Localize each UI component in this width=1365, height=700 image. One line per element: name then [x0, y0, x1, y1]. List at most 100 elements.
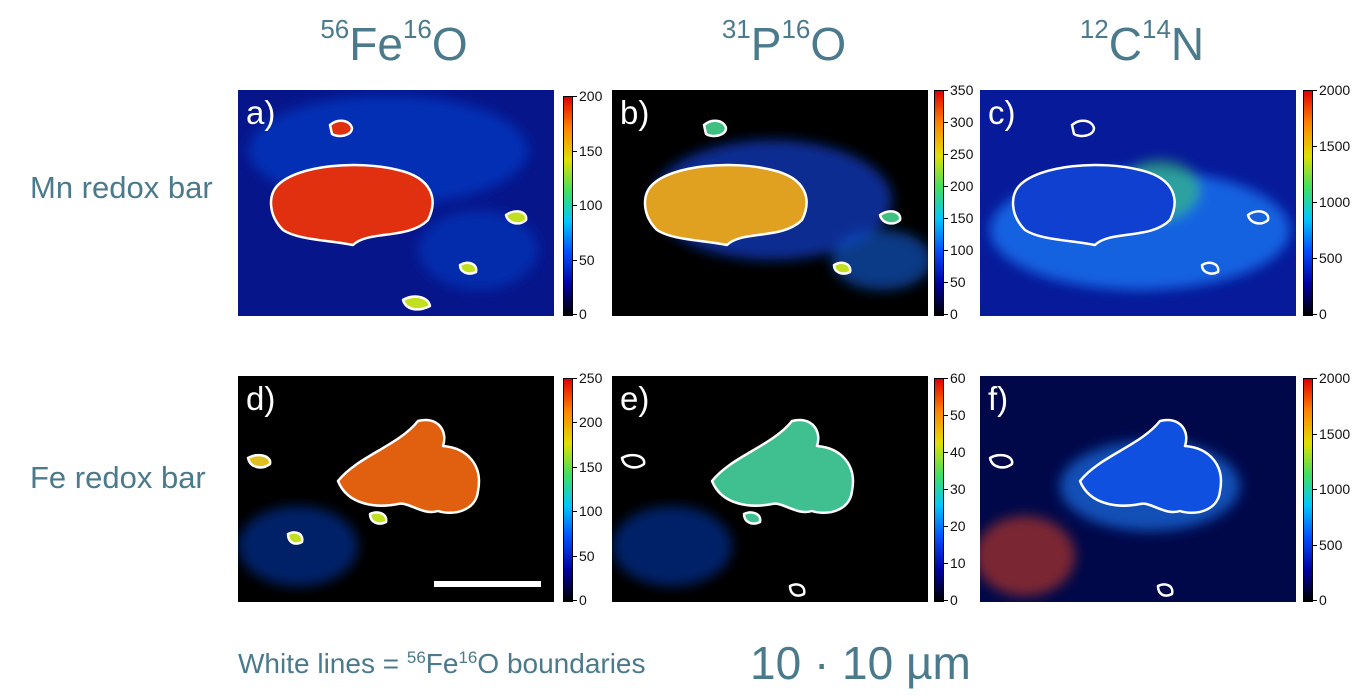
colorbar-tick-label: 100	[579, 197, 603, 213]
colorbar-tick-mark	[573, 150, 577, 152]
map-image-e	[612, 376, 928, 602]
colorbar-tick-mark	[944, 122, 948, 123]
colorbar-tick-mark	[573, 314, 577, 315]
colorbar-tick-label: 0	[950, 306, 958, 322]
colorbar-tick-mark	[1313, 433, 1317, 435]
panel-f: f)	[980, 376, 1296, 602]
colorbar-tick-label: 500	[1319, 536, 1343, 553]
colorbar-f	[1303, 378, 1313, 602]
colorbar-tick-mark	[573, 96, 577, 97]
colorbar-tick-mark	[944, 314, 948, 315]
colorbar-tick-label: 50	[950, 407, 966, 423]
colorbar-tick-mark	[944, 600, 948, 601]
colorbar-tick-label: 50	[950, 274, 966, 290]
panel-label-b: b)	[620, 94, 650, 131]
colorbar-tick-label: 10	[950, 555, 966, 571]
colorbar-tick-mark	[1313, 489, 1317, 490]
colorbar-tick-mark	[573, 600, 577, 601]
map-image-d	[238, 376, 554, 602]
colorbar-tick-mark	[944, 489, 948, 490]
row-label-fe: Fe redox bar	[30, 460, 206, 495]
map-image-c	[980, 90, 1296, 316]
colorbar-tick-label: 0	[1319, 306, 1327, 322]
colorbar-tick-label: 150	[950, 210, 974, 226]
colorbar-tick-label: 150	[579, 458, 603, 475]
colorbar-tick-mark	[573, 466, 577, 468]
colorbar-tick-mark	[573, 205, 577, 206]
colorbar-tick-mark	[1313, 146, 1317, 147]
colorbar-tick-label: 0	[1319, 592, 1327, 608]
colorbar-b	[934, 90, 944, 316]
scale-label: 10 · 10 µm	[750, 637, 971, 689]
colorbar-tick-label: 0	[950, 592, 958, 608]
column-title-po: 31P16O	[721, 14, 847, 70]
panel-b: b)	[612, 90, 928, 316]
colorbar-tick-label: 2000	[1319, 82, 1351, 98]
panel-label-d: d)	[246, 380, 276, 417]
panel-label-e: e)	[620, 380, 650, 417]
colorbar-tick-label: 30	[950, 481, 966, 497]
colorbar-tick-mark	[573, 555, 577, 557]
scale-bar	[434, 581, 541, 587]
colorbar-tick-label: 50	[579, 547, 595, 564]
colorbar-tick-label: 1500	[1319, 138, 1351, 154]
panel-label-a: a)	[246, 94, 276, 131]
column-title-feo: 56Fe16O	[320, 14, 468, 70]
colorbar-tick-label: 250	[950, 146, 974, 162]
colorbar-tick-label: 0	[579, 306, 587, 322]
colorbar-tick-mark	[944, 90, 948, 91]
column-title-cn: 12C14N	[1079, 14, 1205, 70]
colorbar-tick-mark	[573, 422, 577, 424]
colorbar-tick-label: 200	[579, 414, 603, 431]
colorbar-tick-mark	[1313, 90, 1317, 91]
map-image-a	[238, 90, 554, 316]
colorbar-tick-label: 150	[579, 142, 603, 159]
colorbar-tick-label: 200	[950, 178, 974, 194]
colorbar-tick-label: 100	[950, 242, 974, 258]
colorbar-tick-label: 2000	[1319, 370, 1351, 386]
row-label-mn: Mn redox bar	[30, 170, 213, 205]
colorbar-a	[563, 96, 573, 316]
colorbar-tick-mark	[1313, 378, 1317, 379]
colorbar-tick-mark	[1313, 314, 1317, 315]
colorbar-tick-mark	[944, 415, 948, 416]
footer-note: White lines = 56Fe16O boundaries	[238, 648, 646, 679]
colorbar-tick-mark	[944, 154, 948, 155]
colorbar-tick-mark	[944, 186, 948, 187]
colorbar-tick-label: 500	[1319, 250, 1343, 266]
map-image-b	[612, 90, 928, 316]
colorbar-tick-label: 1500	[1319, 425, 1351, 442]
colorbar-tick-mark	[573, 378, 577, 379]
panel-c: c)	[980, 90, 1296, 316]
colorbar-tick-mark	[944, 563, 948, 564]
colorbar-tick-label: 350	[950, 82, 974, 98]
colorbar-tick-mark	[573, 511, 577, 513]
colorbar-tick-mark	[944, 218, 948, 219]
panel-a: a)	[238, 90, 554, 316]
colorbar-d	[563, 378, 573, 602]
colorbar-tick-label: 1000	[1319, 481, 1351, 497]
colorbar-tick-label: 250	[579, 370, 603, 386]
colorbar-tick-mark	[1313, 258, 1317, 259]
colorbar-tick-mark	[1313, 544, 1317, 546]
panel-e: e)	[612, 376, 928, 602]
panel-label-c: c)	[988, 94, 1016, 131]
colorbar-tick-mark	[573, 259, 577, 261]
colorbar-tick-label: 200	[579, 88, 603, 104]
colorbar-tick-label: 100	[579, 503, 603, 520]
panel-label-f: f)	[988, 380, 1009, 417]
colorbar-tick-mark	[944, 250, 948, 251]
colorbar-tick-mark	[1313, 202, 1317, 203]
colorbar-tick-mark	[944, 526, 948, 527]
colorbar-tick-mark	[944, 378, 948, 379]
map-image-f	[980, 376, 1296, 602]
colorbar-tick-label: 20	[950, 518, 966, 534]
colorbar-tick-label: 60	[950, 370, 966, 386]
colorbar-tick-mark	[944, 282, 948, 283]
panel-d: d)	[238, 376, 554, 602]
colorbar-tick-label: 0	[579, 592, 587, 608]
colorbar-tick-label: 300	[950, 114, 974, 130]
colorbar-tick-mark	[1313, 600, 1317, 601]
colorbar-e	[934, 378, 944, 602]
colorbar-tick-mark	[944, 452, 948, 453]
